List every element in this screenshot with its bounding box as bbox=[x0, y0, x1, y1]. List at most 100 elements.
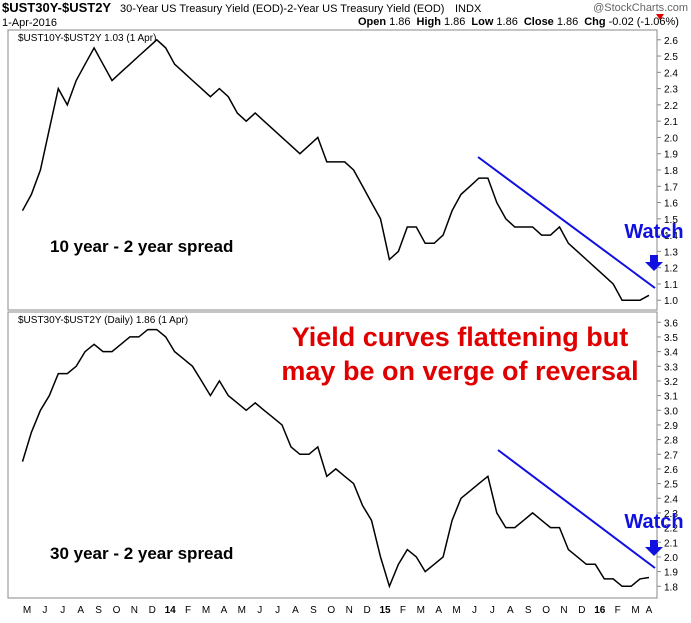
callout: Watch bbox=[624, 511, 683, 533]
y-tick-label: 2.4 bbox=[664, 494, 678, 505]
line bbox=[21, 328, 650, 589]
y-tick-label: 2.8 bbox=[664, 436, 678, 447]
y-tick-label: 1.9 bbox=[664, 150, 678, 161]
y-tick-label: 1.8 bbox=[664, 582, 678, 593]
y-tick-label: 1.8 bbox=[664, 166, 678, 177]
y-tick-label: 2.9 bbox=[664, 421, 678, 432]
panel-frame bbox=[7, 311, 658, 599]
trend-line bbox=[477, 156, 656, 289]
y-tick-label: 2.3 bbox=[664, 509, 678, 520]
series-label: 30 year - 2 year spread bbox=[50, 544, 233, 563]
quote-value: -0.02 (-1.06%) bbox=[609, 16, 679, 28]
y-tick-label: 2.7 bbox=[664, 450, 678, 461]
x-tick-label: F bbox=[615, 605, 621, 616]
quote-value: 1.86 bbox=[496, 16, 517, 28]
y-tick-label: 2.2 bbox=[664, 101, 678, 112]
x-tick-label: D bbox=[363, 605, 370, 616]
x-tick-label: N bbox=[346, 605, 353, 616]
x-tick-label: M bbox=[238, 605, 246, 616]
quote-label: Close bbox=[524, 16, 554, 28]
exchange: INDX bbox=[455, 3, 482, 15]
x-tick-label: F bbox=[400, 605, 406, 616]
x-tick-label: J bbox=[42, 605, 47, 616]
annotation: Yield curves flattening but bbox=[292, 322, 629, 352]
y-tick-label: 1.5 bbox=[664, 215, 678, 226]
quote-label: Low bbox=[471, 16, 493, 28]
y-tick-label: 3.6 bbox=[664, 318, 678, 329]
panel-title: $UST30Y-$UST2Y (Daily) 1.86 (1 Apr) bbox=[18, 315, 188, 326]
x-tick-label: J bbox=[472, 605, 477, 616]
x-tick-label: D bbox=[149, 605, 156, 616]
x-tick-label: A bbox=[507, 605, 514, 616]
y-tick-label: 2.5 bbox=[664, 480, 678, 491]
x-tick-label: A bbox=[77, 605, 84, 616]
quote-value: 1.86 bbox=[557, 16, 578, 28]
y-tick-label: 2.1 bbox=[664, 117, 678, 128]
date: 1-Apr-2016 bbox=[2, 17, 57, 29]
y-tick-label: 1.0 bbox=[664, 296, 678, 307]
down-icon bbox=[656, 14, 664, 20]
y-tick-label: 2.3 bbox=[664, 85, 678, 96]
trend-line bbox=[497, 449, 656, 569]
arrow-icon bbox=[645, 255, 663, 271]
x-tick-label: S bbox=[95, 605, 102, 616]
x-tick-label: J bbox=[275, 605, 280, 616]
line bbox=[21, 38, 650, 301]
x-tick-label: A bbox=[221, 605, 228, 616]
arrow-icon bbox=[645, 540, 663, 556]
quote-label: High bbox=[417, 16, 442, 28]
panel-title: $UST10Y-$UST2Y 1.03 (1 Apr) bbox=[18, 33, 156, 44]
x-tick-label: S bbox=[310, 605, 317, 616]
y-tick-label: 1.9 bbox=[664, 568, 678, 579]
y-tick-label: 1.1 bbox=[664, 280, 678, 291]
y-tick-label: 2.6 bbox=[664, 36, 678, 47]
y-tick-label: 2.4 bbox=[664, 68, 678, 79]
description: 30-Year US Treasury Yield (EOD)-2-Year U… bbox=[120, 3, 444, 15]
y-tick-label: 1.7 bbox=[664, 182, 678, 193]
x-tick-label: O bbox=[327, 605, 335, 616]
quote-value: 1.86 bbox=[444, 16, 465, 28]
x-tick-label: F bbox=[185, 605, 191, 616]
x-tick-label: N bbox=[560, 605, 567, 616]
y-tick-label: 3.5 bbox=[664, 333, 678, 344]
y-tick-label: 2.2 bbox=[664, 524, 678, 535]
x-tick-label: N bbox=[131, 605, 138, 616]
y-tick-label: 1.4 bbox=[664, 231, 678, 242]
series-label: 10 year - 2 year spread bbox=[50, 237, 233, 256]
x-tick-label: O bbox=[542, 605, 550, 616]
x-tick-label: D bbox=[578, 605, 585, 616]
y-tick-label: 2.0 bbox=[664, 133, 678, 144]
x-tick-label: M bbox=[631, 605, 639, 616]
x-tick-label: M bbox=[202, 605, 210, 616]
x-tick-label: S bbox=[525, 605, 532, 616]
quote-value: 1.86 bbox=[389, 16, 410, 28]
x-tick-label: M bbox=[452, 605, 460, 616]
x-tick-label: A bbox=[292, 605, 299, 616]
x-tick-label: A bbox=[435, 605, 442, 616]
callout: Watch bbox=[624, 221, 683, 243]
x-tick-label: A bbox=[646, 605, 653, 616]
y-tick-label: 3.4 bbox=[664, 348, 678, 359]
quote-label: Chg bbox=[584, 16, 605, 28]
x-tick-label: 14 bbox=[165, 605, 177, 616]
panel-frame bbox=[7, 29, 658, 311]
x-tick-label: J bbox=[257, 605, 262, 616]
y-tick-label: 1.2 bbox=[664, 264, 678, 275]
annotation: may be on verge of reversal bbox=[281, 356, 638, 386]
x-tick-label: J bbox=[490, 605, 495, 616]
x-tick-label: 16 bbox=[594, 605, 606, 616]
watermark: @StockCharts.com bbox=[593, 2, 688, 14]
y-tick-label: 3.3 bbox=[664, 362, 678, 373]
y-tick-label: 2.1 bbox=[664, 538, 678, 549]
quote-label: Open bbox=[358, 16, 386, 28]
x-tick-label: 15 bbox=[379, 605, 391, 616]
x-tick-label: J bbox=[60, 605, 65, 616]
y-tick-label: 3.2 bbox=[664, 377, 678, 388]
y-tick-label: 1.3 bbox=[664, 247, 678, 258]
y-tick-label: 3.0 bbox=[664, 406, 678, 417]
y-tick-label: 2.6 bbox=[664, 465, 678, 476]
x-tick-label: M bbox=[23, 605, 31, 616]
y-tick-label: 3.1 bbox=[664, 392, 678, 403]
